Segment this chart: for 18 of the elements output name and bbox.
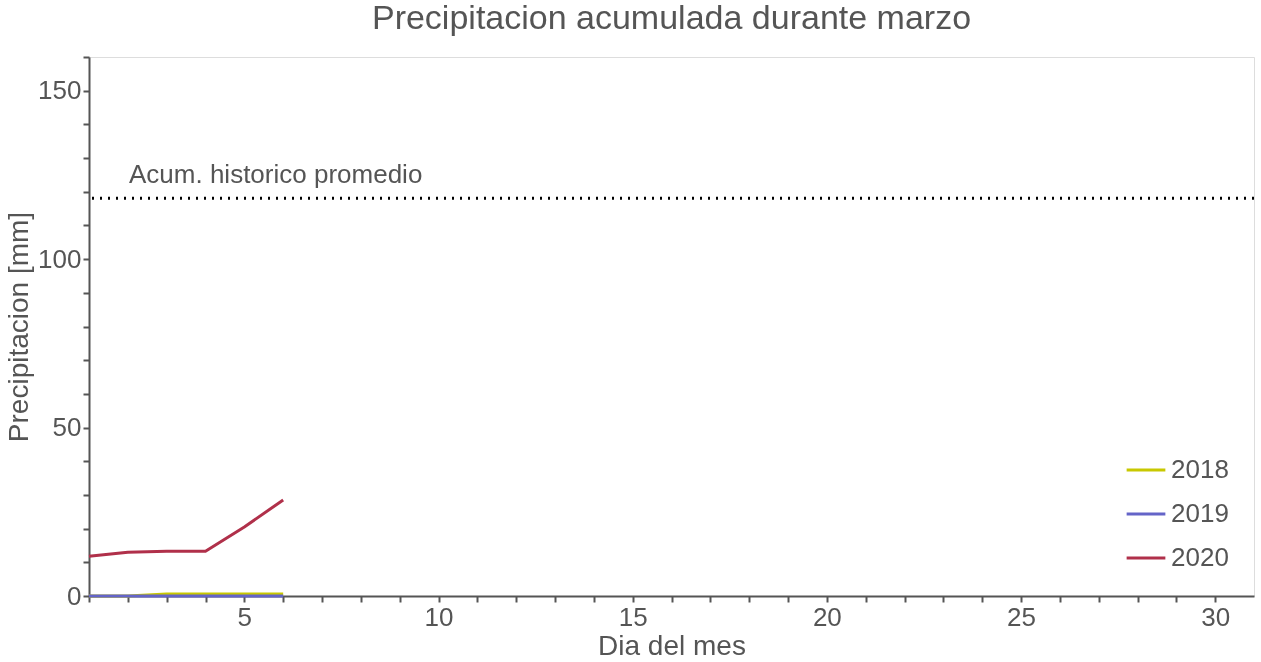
x-tick-label: 30: [1201, 601, 1231, 632]
x-tick-label: 20: [812, 601, 842, 632]
legend-label: 2019: [1171, 498, 1229, 528]
legend-label: 2020: [1171, 542, 1229, 572]
x-tick-label: 5: [237, 601, 253, 632]
line-series: [87, 498, 285, 558]
x-tick-label: 10: [424, 601, 454, 632]
chart-title: Precipitacion acumulada durante marzo: [371, 0, 972, 36]
x-tick-label: 15: [618, 601, 648, 632]
y-tick-label: 100: [38, 243, 82, 274]
y-tick-label: 50: [52, 412, 82, 443]
y-axis-title: Precipitacion [mm]: [3, 211, 35, 443]
x-axis-title: Dia del mes: [598, 629, 746, 661]
y-tick-label: 150: [38, 75, 82, 106]
legend-label: 2018: [1171, 454, 1229, 484]
x-tick-label: 25: [1007, 601, 1036, 632]
ref-line-label: Acum. historico promedio: [129, 159, 423, 190]
y-tick-label: 0: [67, 580, 82, 611]
